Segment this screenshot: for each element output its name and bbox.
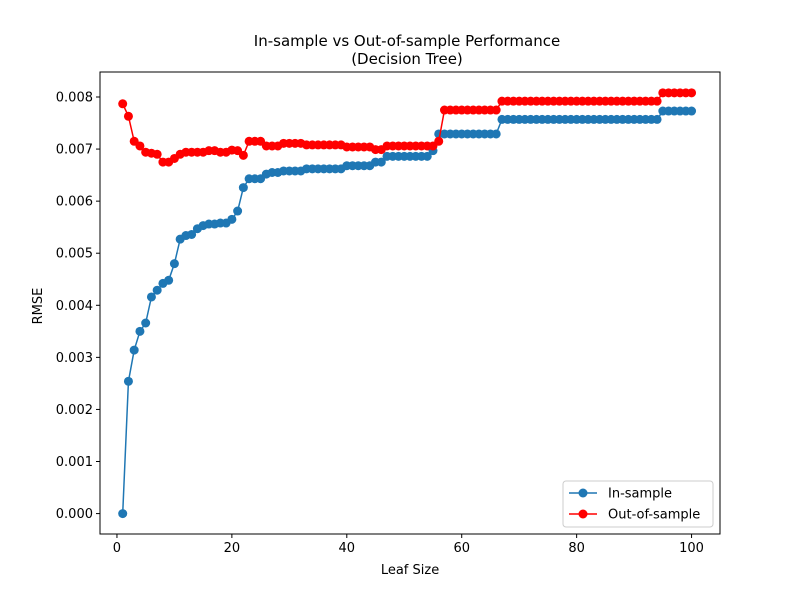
series-in-sample — [118, 106, 697, 519]
data-point — [146, 292, 156, 302]
data-point — [652, 96, 662, 106]
data-point — [491, 105, 501, 115]
x-tick-label: 40 — [339, 541, 356, 556]
plot-area-frame — [99, 71, 721, 535]
data-point — [164, 275, 174, 285]
data-point — [233, 206, 243, 216]
legend-item: Out-of-sample — [569, 508, 700, 523]
data-point — [238, 183, 248, 193]
data-point — [422, 151, 432, 161]
chart-title-line1: In-sample vs Out-of-sample Performance — [254, 32, 560, 50]
series-out-of-sample — [118, 88, 697, 167]
y-axis-ticks: 0.000 0.001 0.002 0.003 0.004 0.005 0.006 0.007… — [56, 90, 100, 522]
legend: In-sample Out-of-sample — [562, 480, 714, 528]
x-tick-label: 80 — [568, 541, 585, 556]
y-tick-label: 0.004 — [56, 299, 93, 314]
legend-box — [562, 480, 714, 528]
data-point — [687, 88, 697, 98]
data-point — [123, 111, 133, 121]
data-point — [152, 149, 162, 159]
data-point — [118, 99, 128, 109]
data-point — [141, 318, 151, 328]
y-tick-label: 0.001 — [56, 455, 93, 470]
x-tick-label: 60 — [453, 541, 470, 556]
y-tick-label: 0.003 — [56, 351, 93, 366]
y-tick-label: 0.005 — [56, 247, 93, 262]
plot-series — [118, 88, 697, 519]
data-point — [187, 229, 197, 239]
legend-label: In-sample — [608, 487, 672, 502]
legend-marker — [578, 509, 588, 519]
data-point — [434, 136, 444, 146]
x-axis-label: Leaf Size — [381, 563, 439, 578]
y-tick-label: 0.007 — [56, 143, 93, 158]
x-axis-ticks: 0 20 40 60 80 100 — [113, 534, 704, 556]
x-tick-label: 100 — [679, 541, 704, 556]
data-point — [238, 150, 248, 160]
data-point — [135, 141, 145, 151]
data-point — [152, 285, 162, 295]
data-point — [118, 509, 128, 519]
y-axis-label: RMSE — [31, 288, 46, 325]
y-tick-label: 0.008 — [56, 90, 93, 105]
data-point — [376, 157, 386, 167]
legend-label: Out-of-sample — [608, 508, 700, 523]
legend-marker — [578, 488, 588, 498]
chart-title-line2: (Decision Tree) — [351, 50, 463, 68]
y-tick-label: 0.002 — [56, 403, 93, 418]
data-point — [652, 114, 662, 124]
data-point — [227, 214, 237, 224]
data-point — [135, 326, 145, 336]
x-tick-label: 20 — [224, 541, 241, 556]
y-tick-label: 0.000 — [56, 507, 93, 522]
data-point — [123, 376, 133, 386]
data-point — [129, 345, 139, 355]
x-tick-label: 0 — [113, 541, 121, 556]
data-point — [169, 259, 179, 269]
data-point — [687, 106, 697, 116]
y-tick-label: 0.006 — [56, 195, 93, 210]
data-point — [491, 129, 501, 139]
legend-item: In-sample — [569, 487, 672, 502]
